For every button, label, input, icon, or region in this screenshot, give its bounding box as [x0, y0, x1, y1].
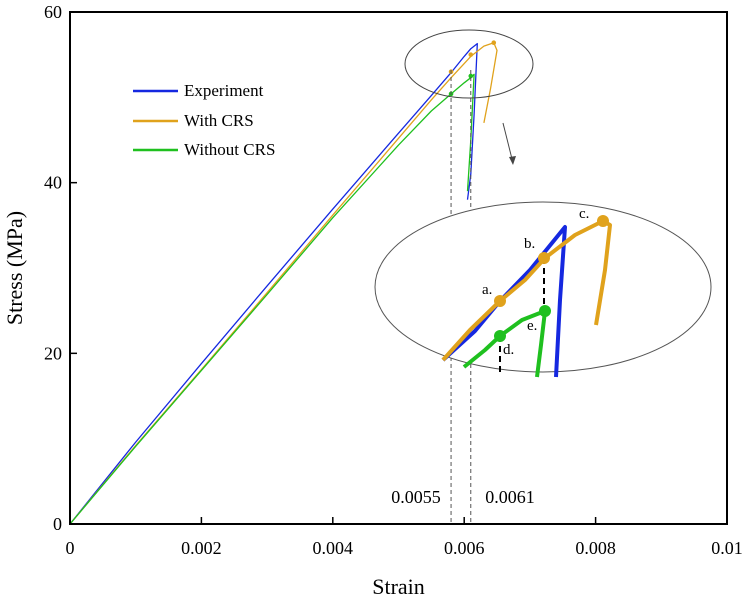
- data-marker: [468, 52, 474, 57]
- x-tick-label: 0: [66, 538, 75, 558]
- x-tick-label: 0.002: [181, 538, 222, 558]
- y-tick-label: 0: [53, 514, 62, 534]
- x-tick-label: 0.004: [313, 538, 354, 558]
- inset-point-label: d.: [503, 342, 514, 358]
- series-line-without-crs: [69, 73, 475, 525]
- inset-point-marker: [597, 215, 609, 227]
- inset-ellipse: [374, 201, 712, 373]
- legend-label: Without CRS: [184, 140, 275, 159]
- inset-point-marker: [494, 295, 506, 307]
- y-tick-label: 40: [44, 173, 62, 193]
- zoom-ellipse: [404, 29, 534, 99]
- x-tick-label: 0.01: [711, 538, 743, 558]
- inset-line-experiment: [441, 225, 567, 378]
- inset-line-with-crs: [441, 219, 612, 362]
- x-tick-label: 0.008: [575, 538, 616, 558]
- inset-point-label: a.: [482, 282, 492, 298]
- inset-point-marker: [494, 330, 506, 342]
- reference-label: 0.0061: [485, 487, 535, 507]
- legend-label: Experiment: [184, 81, 264, 100]
- reference-label: 0.0055: [391, 487, 441, 507]
- x-axis-title: Strain: [372, 574, 425, 599]
- series-line-with-crs: [69, 42, 498, 525]
- zoom-arrow: [502, 122, 514, 164]
- inset-point-label: e.: [527, 318, 537, 334]
- inset-point-label: c.: [579, 206, 589, 222]
- y-tick-label: 20: [44, 343, 62, 363]
- inset-line-without-crs: [462, 309, 547, 378]
- inset-point-marker: [539, 305, 551, 317]
- x-tick-label: 0.006: [444, 538, 485, 558]
- legend-label: With CRS: [184, 111, 254, 130]
- inset-point-label: b.: [524, 236, 535, 252]
- data-marker: [468, 73, 474, 79]
- y-tick-label: 60: [44, 2, 62, 22]
- y-axis-title: Stress (MPa): [2, 211, 27, 325]
- series-line-experiment: [69, 42, 478, 525]
- inset-point-marker: [538, 252, 550, 264]
- plot-frame: [69, 11, 728, 525]
- zoom-arrowhead: [509, 156, 516, 165]
- data-marker: [491, 40, 497, 46]
